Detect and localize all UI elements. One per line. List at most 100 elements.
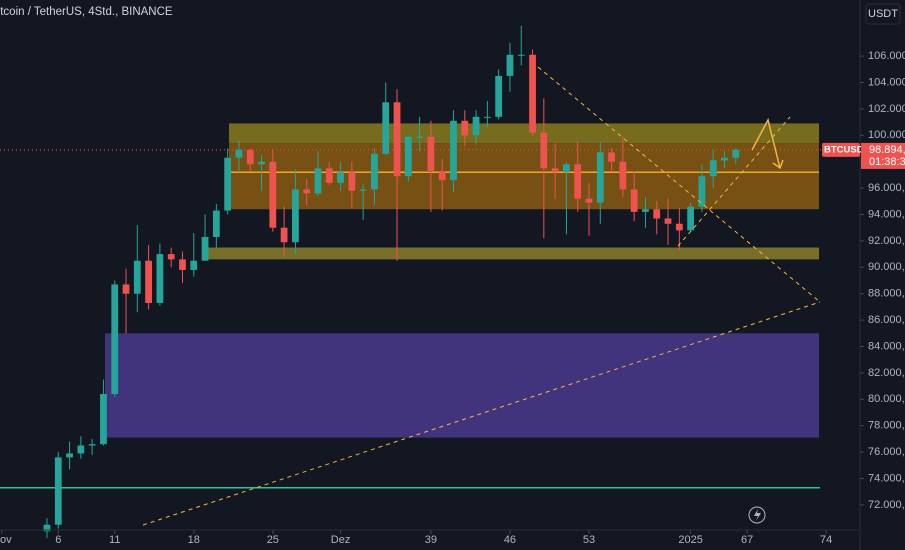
candle-body (619, 161, 627, 190)
arrow-head (772, 159, 784, 170)
candle-body (472, 116, 480, 136)
candle-body (585, 198, 593, 203)
last-price-bg (861, 142, 905, 169)
candle-body (427, 136, 435, 171)
candle-body (574, 164, 582, 199)
x-tick-label: 46 (504, 534, 516, 546)
x-tick-label: 39 (425, 534, 437, 546)
trend-line (537, 66, 821, 303)
y-tick-label: 100.000,00 (868, 129, 905, 141)
x-tick-label: Nov (0, 534, 12, 546)
candle-body (325, 168, 333, 183)
candle-body (483, 116, 491, 118)
candle-body (709, 160, 717, 177)
candle-body (303, 189, 311, 194)
x-tick-label: 53 (583, 534, 595, 546)
y-tick-label: 92.000,00 (868, 235, 905, 247)
candle-body (201, 236, 209, 261)
candle-body (167, 254, 175, 260)
currency[interactable]: USDT (868, 8, 898, 20)
candle-body (450, 120, 457, 181)
currency-button[interactable] (865, 3, 901, 25)
y-tick-label: 76.000,00 (868, 446, 905, 458)
y-tick-label: 84.000,00 (868, 340, 905, 352)
y-tick-label: 74.000,00 (868, 472, 905, 484)
candle-body (133, 260, 141, 294)
y-tick-label: 78.000,00 (868, 420, 905, 432)
symbol-label: BTCUSDT (824, 144, 870, 155)
candle-body (54, 457, 62, 525)
y-tick-label: 106.000,00 (868, 50, 905, 62)
candle-body (280, 227, 288, 243)
annotations (142, 66, 821, 526)
symbol-label-bg (822, 142, 860, 157)
candle-body (642, 209, 649, 212)
price-zone (229, 123, 819, 144)
x-tick-label: 6 (55, 534, 61, 546)
candle-body (100, 394, 107, 445)
trend-line (142, 301, 821, 526)
countdown: 01:38:32 (869, 156, 905, 168)
candle-body (371, 153, 378, 190)
x-tick-label: 18 (188, 534, 200, 546)
candle-body (337, 172, 344, 183)
candle-body (224, 157, 232, 211)
candle-body (596, 152, 604, 203)
chart-title: Bitcoin / TetherUS, 4Std., BINANCE (0, 6, 173, 18)
candle-body (190, 260, 198, 270)
candle-body (675, 223, 683, 231)
y-tick-label: 72.000,00 (868, 499, 905, 511)
x-tick-label: 25 (267, 534, 279, 546)
candle-body (393, 102, 401, 177)
y-tick-label: 82.000,00 (868, 367, 905, 379)
candle-body (506, 54, 514, 76)
candle-body (551, 168, 559, 173)
candle-body (732, 149, 740, 158)
candle-body (359, 189, 367, 191)
candle-body (235, 149, 243, 158)
candle-body (292, 189, 299, 243)
replay-icon[interactable] (748, 506, 766, 524)
axes: 72.000,00 74.000,00 76.000,00 78.000,00 80.0… (0, 50, 905, 546)
candle-body (540, 132, 548, 169)
candle-body (246, 149, 254, 165)
x-tick-label: Dez (331, 534, 351, 546)
candle-body (698, 176, 706, 207)
lightning-icon[interactable] (754, 509, 761, 521)
candle-body (66, 453, 73, 458)
y-tick-label: 86.000,00 (868, 314, 905, 326)
candle-body (88, 444, 96, 446)
candle-body (495, 75, 503, 117)
candle-body (630, 189, 638, 212)
y-tick-label: 102.000,00 (868, 103, 905, 115)
candle-body (258, 161, 265, 165)
projection-arrow (751, 117, 781, 169)
candle-body (122, 284, 130, 294)
candle-body (382, 102, 390, 154)
candle-body (416, 136, 423, 138)
candle-body (212, 210, 220, 237)
candle-body (517, 54, 525, 56)
plot (0, 25, 860, 538)
y-tick-label: 88.000,00 (868, 288, 905, 300)
candle-body (43, 524, 51, 532)
candle-body (77, 445, 85, 454)
candle-body (529, 54, 536, 133)
candle-body (608, 152, 615, 162)
candle-body (461, 120, 469, 136)
candle-body (653, 209, 661, 219)
candle-body (404, 136, 412, 177)
last-price-label: 98.894,16 (869, 144, 905, 156)
x-tick-label: 2025 (678, 534, 702, 546)
candle-body (179, 259, 186, 270)
candle-body (721, 157, 728, 161)
candle-body (156, 254, 164, 303)
y-tick-label: 104.000,00 (868, 76, 905, 88)
candle-body (664, 218, 672, 224)
x-tick-label: 67 (741, 534, 753, 546)
candle-body (269, 161, 277, 228)
candle-body (438, 170, 446, 181)
y-tick-label: 80.000,00 (868, 393, 905, 405)
candle-body (563, 164, 570, 173)
